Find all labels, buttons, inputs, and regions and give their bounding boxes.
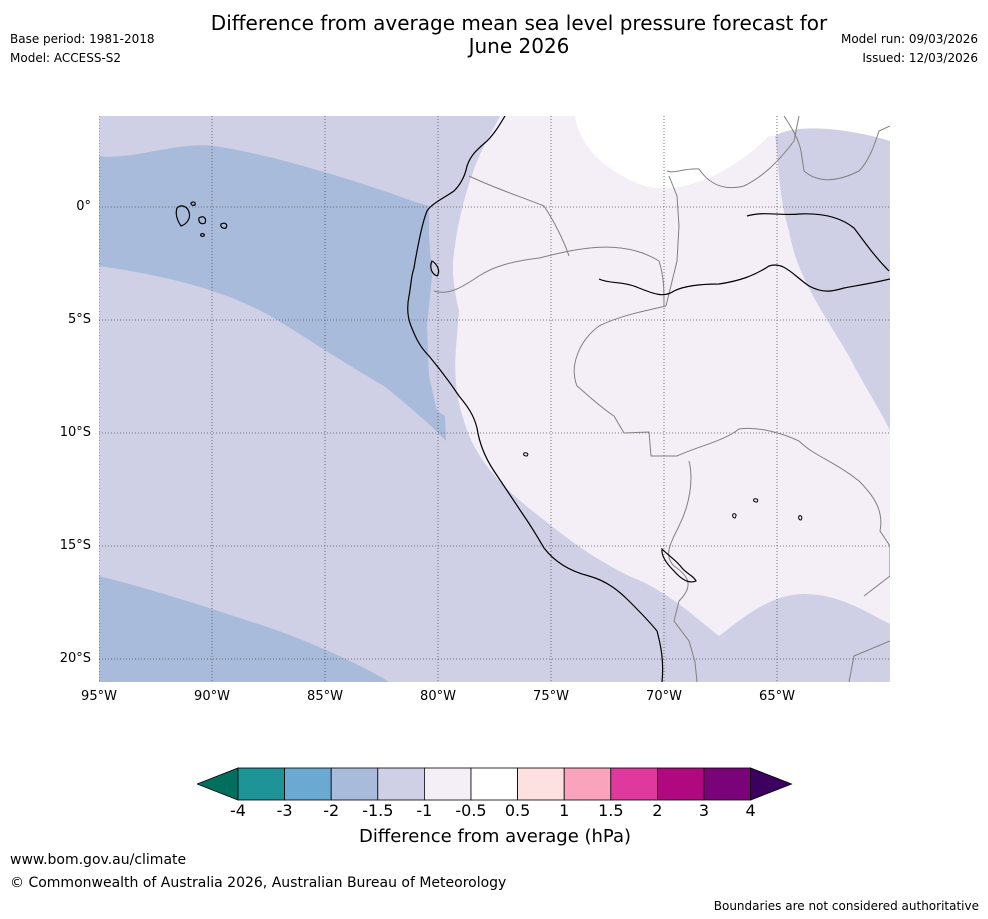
colorbar-tick-label: 2 [652,801,663,820]
website-link[interactable]: www.bom.gov.au/climate [10,852,187,868]
anomaly-band-minus2-south [99,576,389,682]
colorbar-swatch [563,767,612,801]
copyright: © Commonwealth of Australia 2026, Austra… [10,875,507,891]
inland-lakes [523,452,803,521]
island-isabela [175,205,191,227]
colorbar-tick-label: 0.5 [504,801,531,820]
issued-date: Issued: 12/03/2026 [862,51,978,65]
title-line-1: Difference from average mean sea level p… [210,11,828,35]
colorbar-swatch [377,767,425,801]
border-colombia-brazil [665,175,680,307]
lat-label-20s: 20°S [59,651,91,666]
coastlines [407,116,890,682]
forecast-map [99,116,890,682]
border-colombia-ecuador [468,175,570,257]
colorbar-tick-label: -0.5 [455,801,487,820]
colorbar-tick-label: -3 [276,801,293,820]
coast-gulf-guayaquil [430,260,440,277]
border-ecuador-peru [433,246,665,307]
anomaly-band-near-zero [575,116,890,189]
colorbar-swatch [703,767,751,801]
colorbar-tick-label: -1 [416,801,433,820]
lake-1 [523,452,529,457]
lon-label-85w: 85°W [307,689,343,704]
colorbar [197,767,793,801]
lon-gridlines [99,116,778,682]
colorbar-swatch [237,767,285,801]
island-espanola [200,233,205,237]
anomaly-band-minus1 [452,116,890,636]
page-title: Difference from average mean sea level p… [150,12,888,58]
colorbar-label: Difference from average (hPa) [358,826,632,847]
lat-label-0: 0° [76,199,91,214]
colorbar-tick-label: 1.5 [598,801,624,820]
island-santiago [190,201,196,206]
colorbar-tick-label: -4 [230,801,246,820]
lat-label-5s: 5°S [67,312,91,327]
colorbar-tick-label: -2 [323,801,340,820]
galapagos-islands [175,201,228,237]
border-peru-bolivia [668,460,698,682]
colorbar-tick-label: 4 [745,801,756,820]
colorbar-swatch [330,767,379,801]
disclaimer: Boundaries are not considered authoritat… [713,899,979,913]
colorbar-tick-label: -1.5 [362,801,394,820]
border-colombia-venezuela [666,116,800,189]
lon-label-80w: 80°W [420,689,456,704]
border-brazil-north [783,116,890,181]
lat-label-15s: 15°S [59,538,91,553]
title-line-2: June 2026 [468,34,570,58]
lon-label-75w: 75°W [533,689,569,704]
base-period: Base period: 1981-2018 [10,32,155,46]
model-run: Model run: 09/03/2026 [840,32,978,46]
colorbar-arrow-high [750,767,793,801]
border-peru-brazil [573,305,800,457]
lon-label-90w: 90°W [194,689,230,704]
colorbar-svg [197,767,793,801]
colorbar-arrow-low [197,767,239,801]
island-san-cristobal [220,222,228,229]
lat-label-10s: 10°S [59,425,91,440]
lon-label-95w: 95°W [81,689,117,704]
lake-2 [753,498,759,503]
island-santa-cruz [198,216,207,225]
border-chile-argentina [848,640,890,682]
colorbar-swatch [610,767,658,801]
colorbar-swatch [517,767,565,801]
colorbar-swatch [470,767,518,801]
lake-4 [798,515,803,521]
model-name: Model: ACCESS-S2 [10,51,122,65]
coast-lake-titicaca [661,547,697,583]
map-canvas [99,116,890,682]
colorbar-tick-label: 3 [698,801,710,820]
colorbar-swatch [656,767,705,801]
colorbar-swatch [423,767,472,801]
lake-3 [732,513,737,519]
coast-negro-river [746,213,890,272]
colorbar-tick-label: 1 [559,801,570,820]
coast-amazon-river [598,264,890,296]
coast-pacific [407,116,664,682]
border-brazil-bolivia [798,440,890,597]
lon-label-65w: 65°W [759,689,795,704]
lon-label-70w: 70°W [646,689,682,704]
country-borders [433,116,890,682]
colorbar-swatch [284,767,332,801]
anomaly-band-minus2-north [99,145,446,441]
